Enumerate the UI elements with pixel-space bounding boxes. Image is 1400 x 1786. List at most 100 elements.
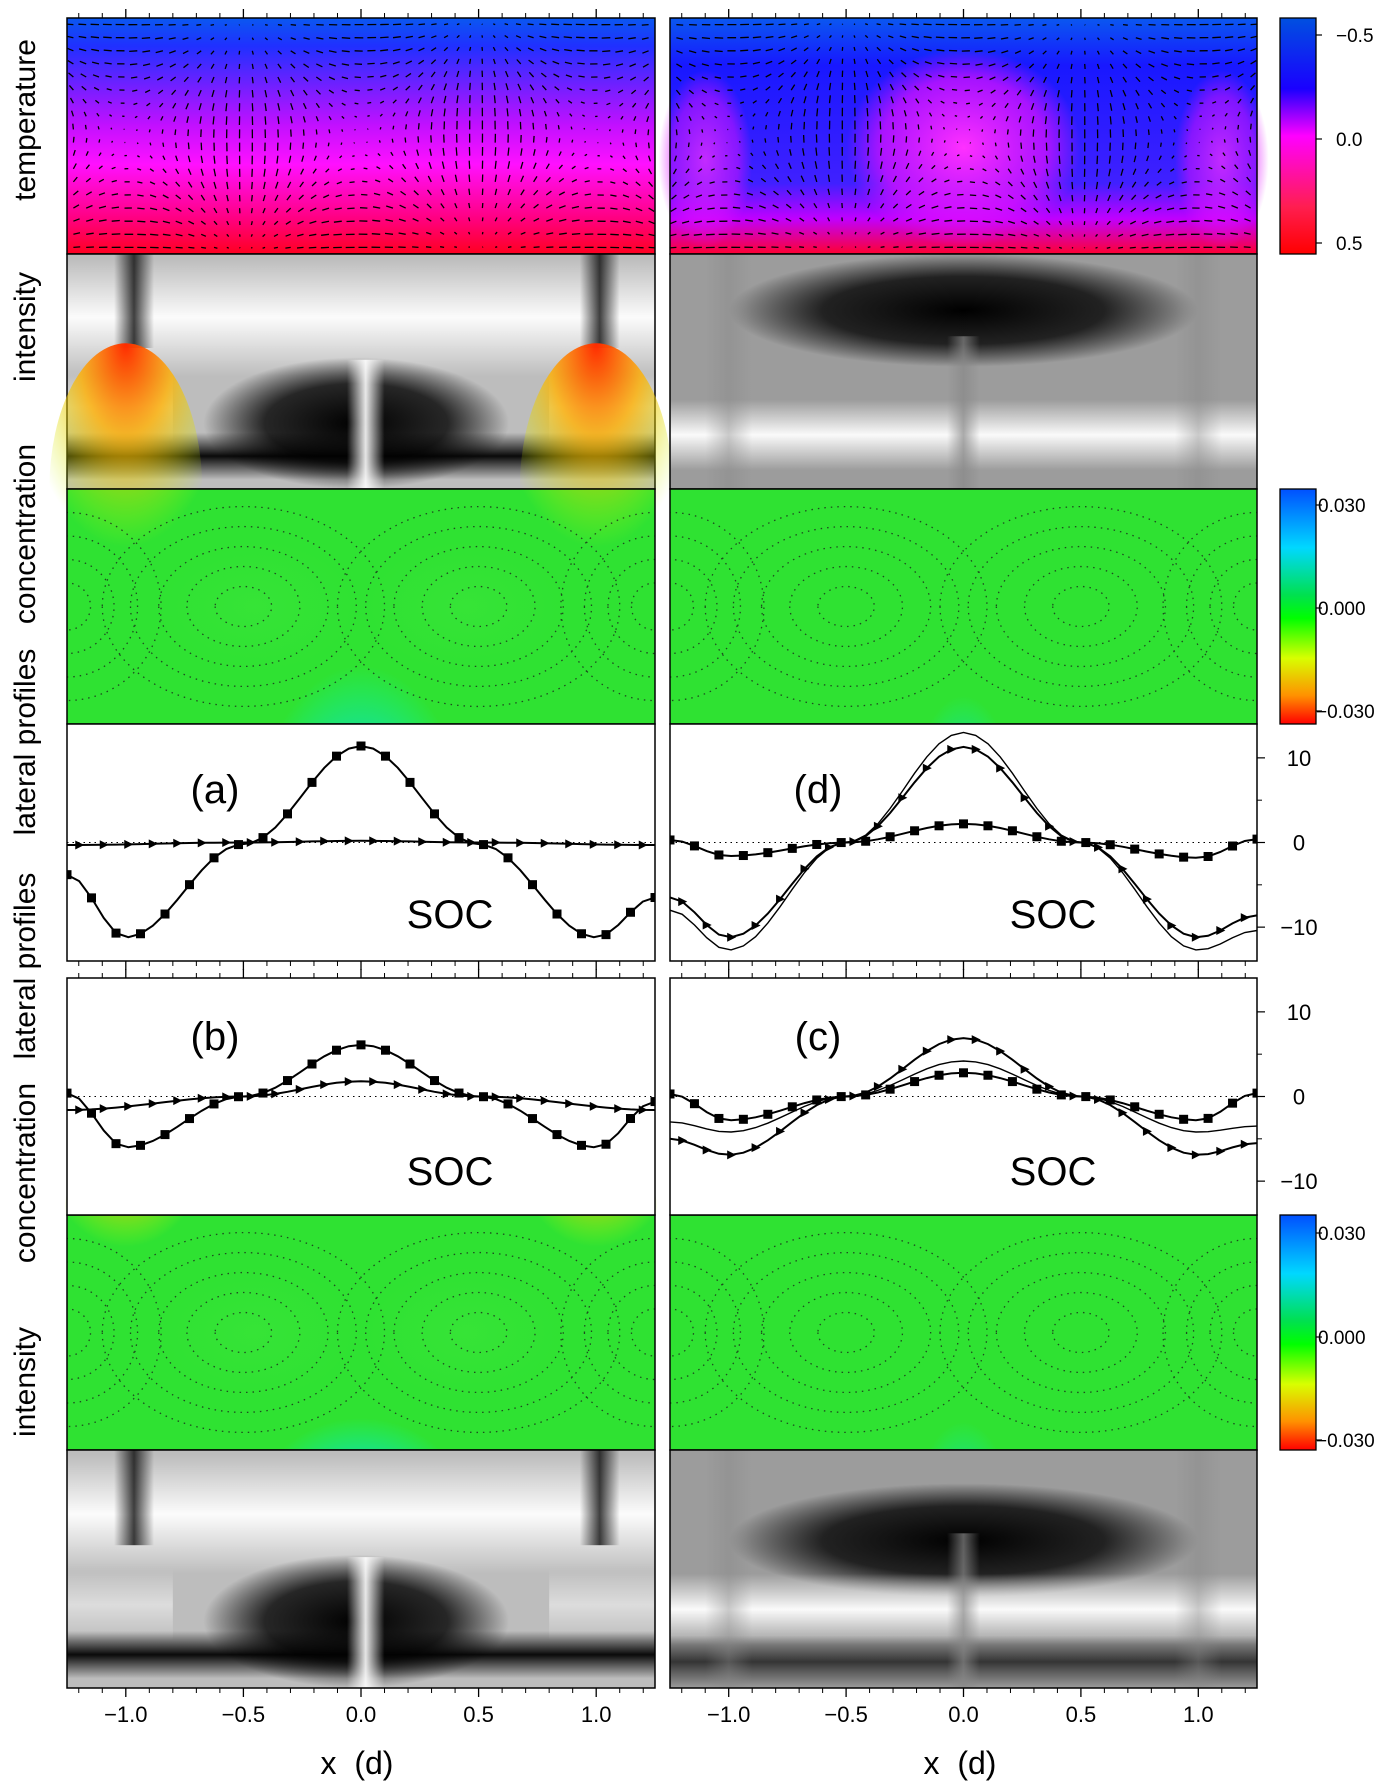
profile-plot-area xyxy=(67,1040,655,1150)
marker-square xyxy=(1032,1084,1042,1094)
marker-square xyxy=(910,826,920,836)
x-tick-label: 0.0 xyxy=(948,1702,979,1727)
marker-triangle xyxy=(1094,1095,1104,1105)
eddy-core xyxy=(366,1266,567,1399)
marker-triangle xyxy=(1167,1143,1177,1153)
series-line-triangle xyxy=(670,745,1257,939)
center-stripe xyxy=(947,1533,980,1688)
x-tick-label: 0.0 xyxy=(346,1702,377,1727)
marker-square xyxy=(1252,1088,1257,1098)
marker-triangle xyxy=(996,763,1006,773)
marker-square xyxy=(812,839,822,849)
row-label-intensity-top: intensity xyxy=(9,272,42,382)
row-label-concentration-top: concentration xyxy=(9,444,42,624)
cb-temp-tick-top: −0.5 xyxy=(1336,26,1374,47)
marker-square xyxy=(601,930,611,940)
x-axis-label-left: x (d) xyxy=(321,1745,394,1781)
temperature-field xyxy=(67,18,655,254)
marker-square xyxy=(812,1095,822,1105)
panel-tag-b: (b) xyxy=(191,1015,240,1059)
marker-square xyxy=(136,929,145,939)
marker-square xyxy=(689,1099,699,1109)
marker-square xyxy=(381,751,390,761)
marker-square xyxy=(1056,1090,1066,1100)
marker-square xyxy=(111,1139,121,1149)
marker-triangle xyxy=(751,1143,761,1153)
concentration-panel-right-top xyxy=(669,488,1258,795)
x-tick-label: 0.5 xyxy=(463,1702,494,1727)
marker-triangle xyxy=(516,838,526,848)
marker-square xyxy=(714,850,724,860)
streamlines xyxy=(67,1232,655,1433)
marker-triangle xyxy=(540,838,550,848)
marker-square xyxy=(1105,840,1115,850)
y-tick-label: 0 xyxy=(1293,831,1305,856)
marker-square xyxy=(307,1059,317,1069)
marker-square xyxy=(934,1070,944,1080)
bright-patch xyxy=(67,1569,173,1641)
marker-triangle xyxy=(1191,932,1201,942)
marker-square xyxy=(160,909,170,919)
marker-square xyxy=(283,809,292,819)
row-label-profiles-top: lateral profiles xyxy=(9,649,42,836)
marker-triangle xyxy=(320,836,330,846)
marker-triangle xyxy=(1240,913,1250,923)
marker-triangle xyxy=(824,1095,834,1105)
cb-temp-tick-mid: 0.0 xyxy=(1336,130,1362,151)
marker-triangle xyxy=(971,744,981,754)
marker-square xyxy=(185,880,194,890)
marker-square xyxy=(1105,1095,1115,1105)
marker-triangle xyxy=(702,1145,712,1155)
marker-triangle xyxy=(565,839,575,849)
intensity-panel-right-top xyxy=(669,253,1258,490)
marker-square xyxy=(87,1108,96,1118)
profile-panel-d xyxy=(669,723,1258,962)
marker-triangle xyxy=(393,1080,403,1090)
marker-triangle xyxy=(369,836,379,846)
marker-triangle xyxy=(1216,1146,1226,1156)
marker-triangle xyxy=(1020,1064,1030,1074)
marker-triangle xyxy=(898,793,908,803)
marker-triangle xyxy=(1216,926,1226,936)
marker-triangle xyxy=(638,840,648,850)
marker-square xyxy=(1007,1077,1017,1087)
marker-square xyxy=(738,851,748,861)
marker-triangle xyxy=(1191,1150,1201,1160)
marker-triangle xyxy=(873,821,883,831)
marker-triangle xyxy=(751,921,761,931)
marker-triangle xyxy=(246,1091,256,1101)
marker-triangle xyxy=(614,840,624,850)
marker-triangle xyxy=(418,837,428,847)
bright-stripe xyxy=(346,1557,385,1688)
marker-square xyxy=(689,841,699,851)
marker-triangle xyxy=(800,1108,810,1118)
marker-triangle xyxy=(99,1104,109,1114)
streamlines xyxy=(67,506,655,707)
marker-square xyxy=(1179,1114,1189,1124)
streamlines xyxy=(670,506,1257,707)
marker-triangle xyxy=(873,1082,883,1092)
eddy-core xyxy=(155,540,356,673)
marker-square xyxy=(910,1077,920,1087)
marker-triangle xyxy=(222,838,232,848)
profile-panel-b xyxy=(66,977,656,1216)
marker-square xyxy=(160,1130,170,1140)
hot-plume-edge xyxy=(1174,69,1269,250)
marker-square xyxy=(885,832,895,842)
marker-square xyxy=(983,821,993,831)
x-tick-label: −1.0 xyxy=(104,1702,147,1727)
profile-panel-a xyxy=(66,723,656,962)
profile-background xyxy=(670,724,1257,961)
marker-triangle xyxy=(320,1080,330,1090)
series-line-triangle xyxy=(67,1080,655,1111)
marker-square xyxy=(503,1099,513,1109)
marker-triangle xyxy=(678,1135,688,1145)
marker-triangle xyxy=(246,837,256,847)
series-line-none xyxy=(670,731,1257,951)
cb-conc-bot-tick-mid: 0.000 xyxy=(1318,1328,1366,1349)
velocity-arrows xyxy=(66,23,656,249)
marker-triangle xyxy=(589,1101,599,1111)
marker-square xyxy=(763,1109,773,1119)
row-label-concentration-bottom: concentration xyxy=(9,1083,42,1263)
marker-triangle xyxy=(971,1035,981,1045)
